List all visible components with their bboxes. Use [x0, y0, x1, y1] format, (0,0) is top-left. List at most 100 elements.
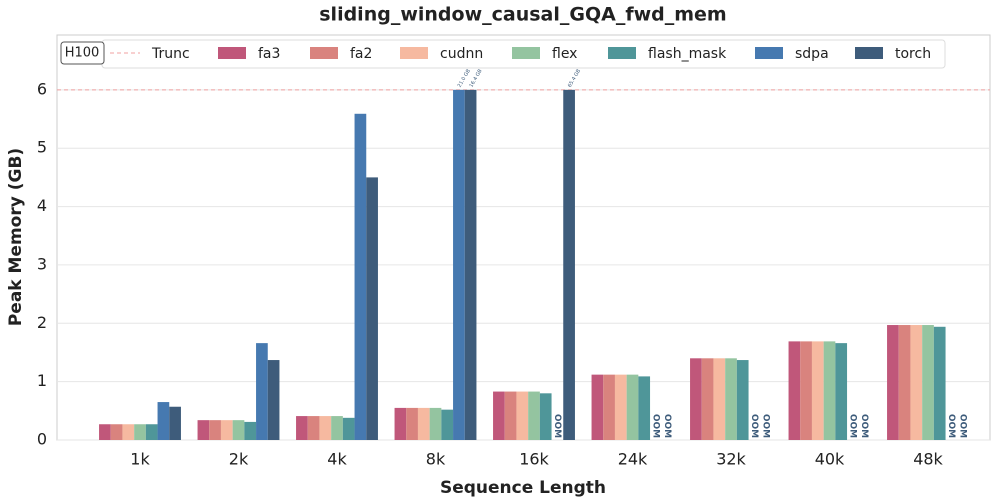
bar — [319, 416, 332, 440]
annotation-box — [60, 41, 105, 65]
y-tick-label: 4 — [37, 196, 47, 215]
bar — [169, 406, 181, 440]
x-tick-label: 48k — [913, 450, 943, 469]
legend-swatch — [512, 47, 540, 59]
bar — [342, 417, 355, 440]
bar — [429, 407, 442, 440]
legend-label: flex — [552, 46, 577, 62]
x-tick-label: 1k — [130, 450, 150, 469]
bar — [296, 416, 308, 440]
y-tick-label: 5 — [37, 138, 47, 157]
legend-label: cudnn — [440, 46, 483, 62]
bar — [441, 409, 454, 440]
bar — [563, 89, 575, 440]
bar — [394, 407, 407, 440]
bar — [267, 360, 280, 440]
bar — [331, 416, 343, 440]
oom-label: OOM — [958, 414, 968, 438]
bar — [493, 391, 505, 440]
x-axis-label: Sequence Length — [440, 478, 606, 498]
bar — [99, 424, 111, 440]
bar — [539, 393, 552, 440]
bar — [638, 376, 651, 440]
oom-label: OOM — [946, 414, 956, 438]
bar — [713, 358, 726, 440]
legend-label: flash_mask — [648, 46, 727, 62]
legend-swatch — [400, 47, 428, 59]
legend-label: fa2 — [350, 46, 372, 62]
bar — [354, 113, 367, 441]
bar — [788, 341, 801, 440]
bar — [922, 325, 934, 440]
bar — [157, 402, 170, 440]
bar — [736, 360, 749, 440]
bar — [603, 374, 615, 440]
bar — [614, 374, 627, 440]
legend-swatch — [608, 47, 636, 59]
y-tick-label: 0 — [37, 430, 47, 449]
bar — [811, 341, 824, 440]
x-tick-label: 24k — [618, 450, 648, 469]
bar — [366, 177, 378, 440]
y-tick-label: 2 — [37, 313, 47, 332]
y-tick-label: 3 — [37, 254, 47, 273]
bar — [134, 424, 146, 440]
bar — [464, 89, 477, 440]
legend-label: Trunc — [151, 46, 190, 62]
oom-label: OOM — [761, 414, 771, 438]
bar — [823, 341, 836, 440]
bar — [244, 421, 257, 440]
legend-swatch — [310, 47, 338, 59]
bar — [887, 325, 899, 440]
bar — [591, 374, 604, 440]
bar — [626, 374, 639, 440]
bar — [800, 341, 812, 440]
bar — [406, 407, 418, 440]
annotation: H100 — [65, 46, 100, 61]
bar — [690, 358, 702, 440]
legend-label: sdpa — [795, 46, 829, 62]
oom-label: OOM — [662, 414, 672, 438]
x-tick-label: 2k — [229, 450, 249, 469]
x-tick-label: 8k — [426, 450, 446, 469]
bar — [220, 420, 233, 440]
bar — [232, 420, 245, 440]
bar — [417, 407, 430, 440]
chart-title: sliding_window_causal_GQA_fwd_mem — [319, 4, 726, 26]
x-tick-label: 32k — [716, 450, 746, 469]
bar — [835, 343, 848, 440]
bar — [110, 424, 123, 440]
bar — [701, 358, 714, 440]
bar — [197, 420, 210, 440]
legend-swatch — [755, 47, 783, 59]
y-tick-label: 6 — [37, 79, 47, 98]
y-tick-label: 1 — [37, 371, 47, 390]
bar — [910, 325, 923, 440]
oom-label: OOM — [859, 414, 869, 438]
legend-label: fa3 — [258, 46, 280, 62]
bar — [209, 420, 221, 440]
legend-swatch — [218, 47, 246, 59]
x-tick-label: 4k — [327, 450, 347, 469]
legend-label: torch — [895, 46, 931, 62]
legend-swatch — [855, 47, 883, 59]
bar — [933, 326, 946, 440]
oom-label: OOM — [847, 414, 857, 438]
bar — [898, 325, 911, 440]
bar — [528, 391, 540, 440]
oom-label: OOM — [650, 414, 660, 438]
plot-area — [56, 34, 991, 441]
bar — [516, 391, 529, 440]
bar — [725, 358, 737, 440]
bar — [307, 416, 320, 440]
oom-label: OOM — [552, 414, 562, 438]
bar — [453, 89, 465, 440]
bar — [122, 424, 135, 440]
bar — [504, 391, 517, 440]
bar — [145, 424, 158, 440]
y-axis-label: Peak Memory (GB) — [6, 148, 26, 326]
bar — [256, 343, 268, 440]
x-tick-label: 16k — [519, 450, 549, 469]
x-tick-label: 40k — [815, 450, 845, 469]
